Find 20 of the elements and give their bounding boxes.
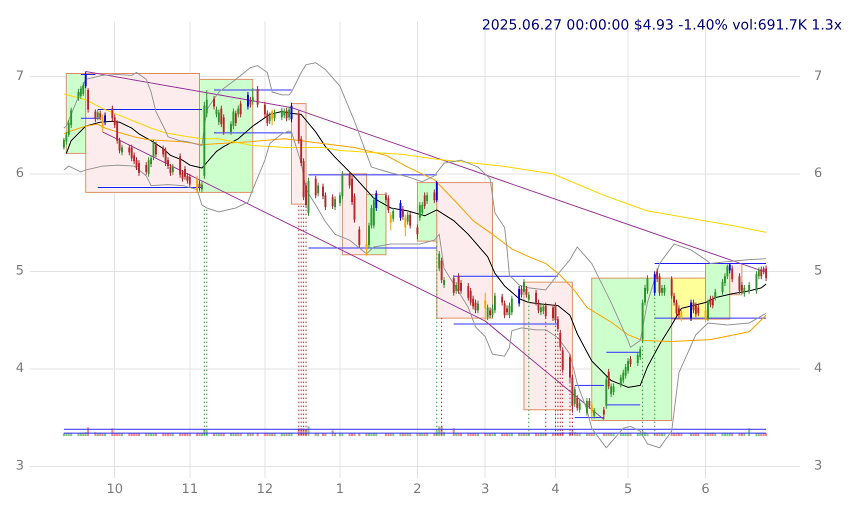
y2-tick-label: 3 bbox=[814, 458, 822, 474]
y2-tick-label: 5 bbox=[814, 264, 822, 279]
y-tick-label: 6 bbox=[16, 166, 24, 182]
x-tick-label: 12 bbox=[256, 482, 274, 498]
x-tick-label: 4 bbox=[551, 482, 560, 498]
x-tick-label: 3 bbox=[481, 482, 490, 498]
y-tick-label: 7 bbox=[16, 68, 24, 84]
x-tick-label: 11 bbox=[182, 482, 198, 498]
x-tick-label: 2 bbox=[413, 482, 422, 498]
x-tick-label: 10 bbox=[106, 482, 124, 498]
y2-tick-label: 4 bbox=[814, 361, 822, 376]
y2-tick-label: 7 bbox=[814, 68, 822, 84]
x-tick-label: 1 bbox=[336, 482, 344, 498]
x-tick-label: 6 bbox=[701, 482, 710, 498]
chart-title: 2025.06.27 00:00:00 $4.93 -1.40% vol:691.7K 1.3x bbox=[482, 18, 842, 34]
y-tick-label: 4 bbox=[16, 361, 24, 376]
y-tick-label: 5 bbox=[16, 264, 24, 279]
x-tick-label: 5 bbox=[624, 482, 632, 498]
y2-tick-label: 6 bbox=[814, 166, 822, 182]
y-tick-label: 3 bbox=[16, 458, 24, 474]
